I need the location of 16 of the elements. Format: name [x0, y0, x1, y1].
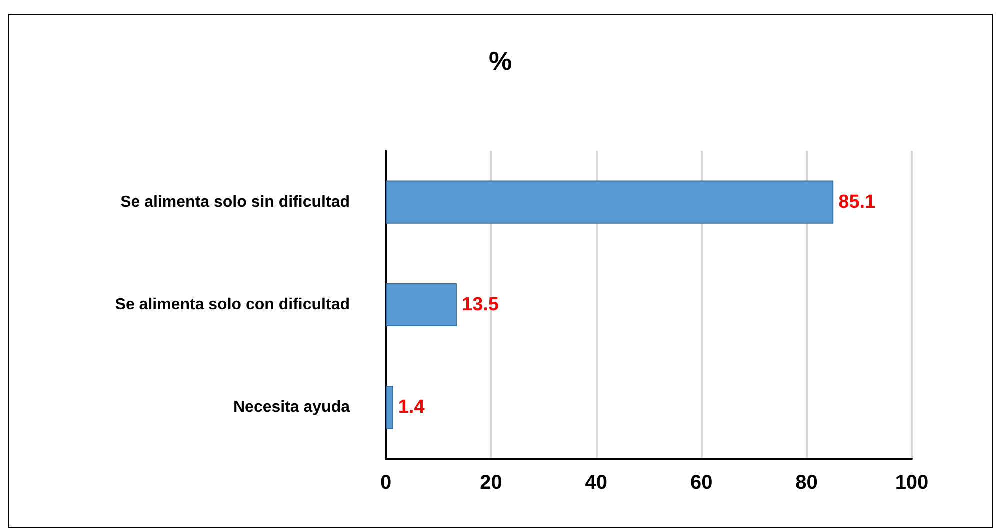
x-tick-label: 60	[690, 472, 713, 494]
x-tick-label: 100	[895, 472, 929, 494]
y-tick-label: Se alimenta solo sin dificultad	[120, 194, 350, 211]
x-tick-label: 80	[796, 472, 818, 494]
x-tick-label: 20	[480, 472, 502, 494]
data-label: 13.5	[462, 294, 500, 316]
chart-title: %	[488, 46, 512, 76]
y-tick-label: Se alimenta solo con dificultad	[115, 296, 350, 314]
data-label: 1.4	[398, 397, 426, 418]
y-tick-label: Necesita ayuda	[233, 399, 350, 416]
data-label: 85.1	[838, 192, 876, 213]
bar	[386, 180, 834, 224]
x-tick-label: 40	[585, 472, 608, 494]
x-tick-label: 0	[380, 472, 392, 494]
bar	[386, 283, 458, 327]
bar	[386, 386, 394, 430]
